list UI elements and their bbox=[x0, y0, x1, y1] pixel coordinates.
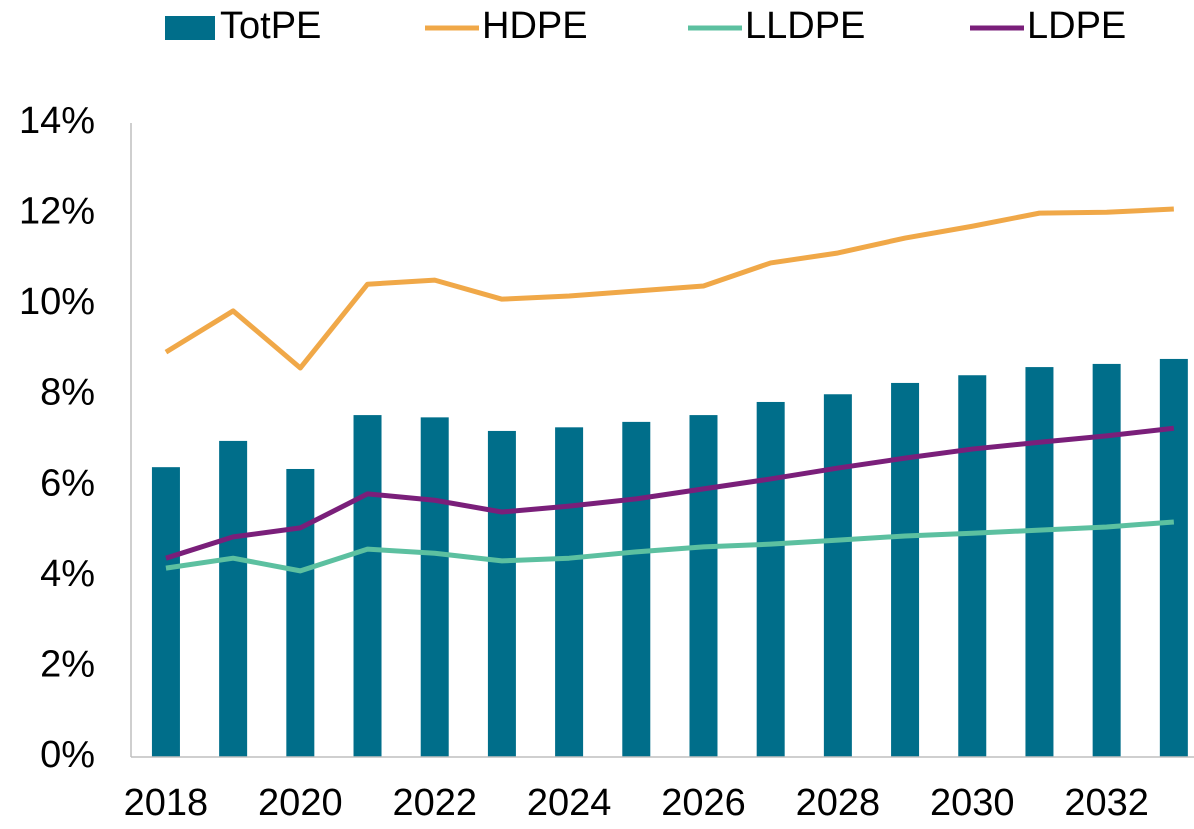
x-tick-label: 2032 bbox=[1064, 782, 1149, 824]
y-tick-label: 10% bbox=[19, 281, 95, 323]
bar bbox=[353, 415, 382, 757]
x-tick-label: 2022 bbox=[392, 782, 477, 824]
y-tick-label: 14% bbox=[19, 100, 95, 142]
bar bbox=[622, 421, 651, 757]
x-tick-label: 2026 bbox=[661, 782, 746, 824]
bar bbox=[1159, 358, 1188, 757]
legend-label: TotPE bbox=[220, 5, 321, 47]
x-tick-label: 2020 bbox=[258, 782, 343, 824]
bar bbox=[286, 468, 315, 757]
legend-label: LLDPE bbox=[745, 5, 865, 47]
legend-label: LDPE bbox=[1027, 5, 1126, 47]
bar bbox=[756, 401, 785, 757]
line bbox=[165, 519, 1175, 574]
bar bbox=[151, 467, 180, 757]
y-tick-label: 8% bbox=[40, 372, 95, 414]
bar bbox=[555, 427, 584, 757]
bar bbox=[958, 375, 987, 757]
bar bbox=[1092, 363, 1121, 757]
y-tick-label: 6% bbox=[40, 462, 95, 504]
line bbox=[164, 206, 1174, 371]
bar bbox=[891, 382, 920, 757]
x-tick-label: 2018 bbox=[124, 782, 209, 824]
y-tick-label: 2% bbox=[40, 643, 95, 685]
y-tick-label: 12% bbox=[19, 191, 95, 233]
legend-label: HDPE bbox=[482, 5, 588, 47]
x-tick-label: 2030 bbox=[930, 782, 1015, 824]
y-tick-label: 4% bbox=[40, 553, 95, 595]
legend-swatch bbox=[165, 16, 215, 40]
bar bbox=[487, 430, 516, 757]
bar bbox=[420, 417, 449, 757]
bar bbox=[689, 415, 718, 757]
bar bbox=[1025, 367, 1054, 757]
y-tick-label: 0% bbox=[40, 734, 95, 776]
bar bbox=[823, 394, 852, 757]
line bbox=[165, 425, 1175, 561]
x-tick-label: 2028 bbox=[796, 782, 881, 824]
x-tick-label: 2024 bbox=[527, 782, 612, 824]
bar bbox=[219, 440, 248, 757]
